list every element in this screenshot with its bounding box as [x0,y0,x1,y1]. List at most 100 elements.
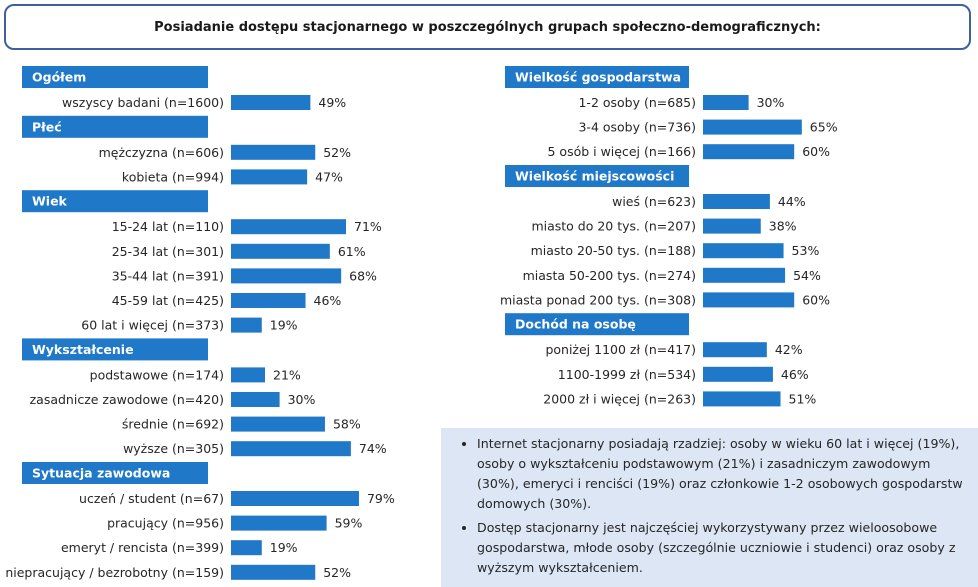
bar [231,243,330,259]
data-label: 21% [273,367,301,382]
data-label: 59% [335,516,363,531]
bar [231,564,316,580]
category-label: 1-2 osoby (n=685) [578,95,696,110]
group-header [22,338,208,361]
group-header-label: Sytuacja zawodowa [32,466,170,481]
group-header [22,115,208,138]
category-label: wszyscy badani (n=1600) [62,95,224,110]
bar [231,268,342,284]
group-header-label: Wielkość miejscowości [515,169,674,184]
bar [231,169,308,185]
category-label: niepracujący / bezrobotny (n=159) [5,565,224,580]
category-label: kobieta (n=994) [122,169,224,184]
bar [703,366,773,382]
bar [231,540,262,556]
category-label: 25-34 lat (n=301) [112,244,224,259]
category-label: podstawowe (n=174) [90,367,224,382]
bar [231,392,280,407]
category-label: uczeń / student (n=67) [79,491,224,506]
data-label: 71% [354,219,382,234]
bar [231,491,359,506]
data-label: 46% [314,293,342,308]
bar [703,119,802,135]
category-label: 2000 zł i więcej (n=263) [543,391,696,406]
data-label: 65% [810,120,838,135]
group-header-label: Ogółem [32,70,86,85]
group-header [505,66,689,88]
data-label: 52% [323,565,351,580]
data-label: 42% [775,342,803,357]
category-label: 35-44 lat (n=391) [112,268,224,283]
category-label: 45-59 lat (n=425) [112,293,224,308]
bar [703,391,781,407]
bar [703,95,749,110]
bar [703,292,795,308]
bar [231,515,327,531]
group-header-label: Płeć [32,119,62,134]
bar [231,219,347,235]
category-label: miasto do 20 tys. (n=207) [531,219,696,234]
category-label: wyższe (n=305) [123,441,224,456]
category-label: miasta ponad 200 tys. (n=308) [500,292,696,307]
bar [703,218,761,234]
data-label: 53% [792,243,820,258]
data-label: 74% [359,441,387,456]
group-header-label: Wielkość gospodarstwa [515,70,681,85]
data-label: 30% [288,392,316,407]
data-label: 30% [757,95,785,110]
group-header [22,462,208,484]
data-label: 60% [802,292,830,307]
group-header [505,313,689,336]
data-label: 79% [367,491,395,506]
category-label: mężczyzna (n=606) [99,145,224,160]
category-label: 60 lat i więcej (n=373) [81,318,224,333]
bar [703,267,786,283]
data-label: 44% [778,194,806,209]
bar [703,342,767,358]
data-label: 61% [338,244,366,259]
bar [231,416,325,432]
bar [231,293,306,308]
data-label: 19% [270,540,298,555]
data-label: 49% [318,95,346,110]
data-label: 51% [789,391,817,406]
page-title: Posiadanie dostępu stacjonarnego w poszc… [4,4,971,50]
note-item: Dostęp stacjonarny jest najczęściej wyko… [477,518,964,578]
category-label: zasadnicze zawodowe (n=420) [30,392,224,407]
bar [231,317,262,333]
data-label: 19% [270,318,298,333]
summary-notes: Internet stacjonarny posiadają rzadziej:… [441,428,978,587]
note-item: Internet stacjonarny posiadają rzadziej:… [477,434,964,514]
category-label: 3-4 osoby (n=736) [578,120,696,135]
bar [703,194,770,209]
bar [231,95,311,110]
category-label: 15-24 lat (n=110) [112,219,224,234]
category-label: emeryt / rencista (n=399) [61,540,224,555]
bar [231,367,266,383]
bar [703,243,784,259]
data-label: 60% [802,144,830,159]
bar [231,144,316,160]
group-header [505,165,689,187]
bar [703,144,795,160]
category-label: miasto 20-50 tys. (n=188) [531,243,696,258]
category-label: poniżej 1100 zł (n=417) [545,342,696,357]
group-header [22,66,208,88]
category-label: miasta 50-200 tys. (n=274) [523,268,696,283]
bar [231,441,351,457]
data-label: 58% [333,417,361,432]
category-label: średnie (n=692) [122,417,224,432]
category-label: wieś (n=623) [612,194,696,209]
group-header-label: Wykształcenie [32,342,134,357]
group-header [22,190,208,213]
category-label: 1100-1999 zł (n=534) [558,367,696,382]
group-header-label: Wiek [32,194,68,209]
category-label: 5 osób i więcej (n=166) [548,144,697,159]
data-label: 38% [769,219,797,234]
category-label: pracujący (n=956) [107,516,224,531]
group-header-label: Dochód na osobę [515,317,636,332]
data-label: 68% [349,268,377,283]
data-label: 54% [793,268,821,283]
data-label: 47% [315,169,343,184]
